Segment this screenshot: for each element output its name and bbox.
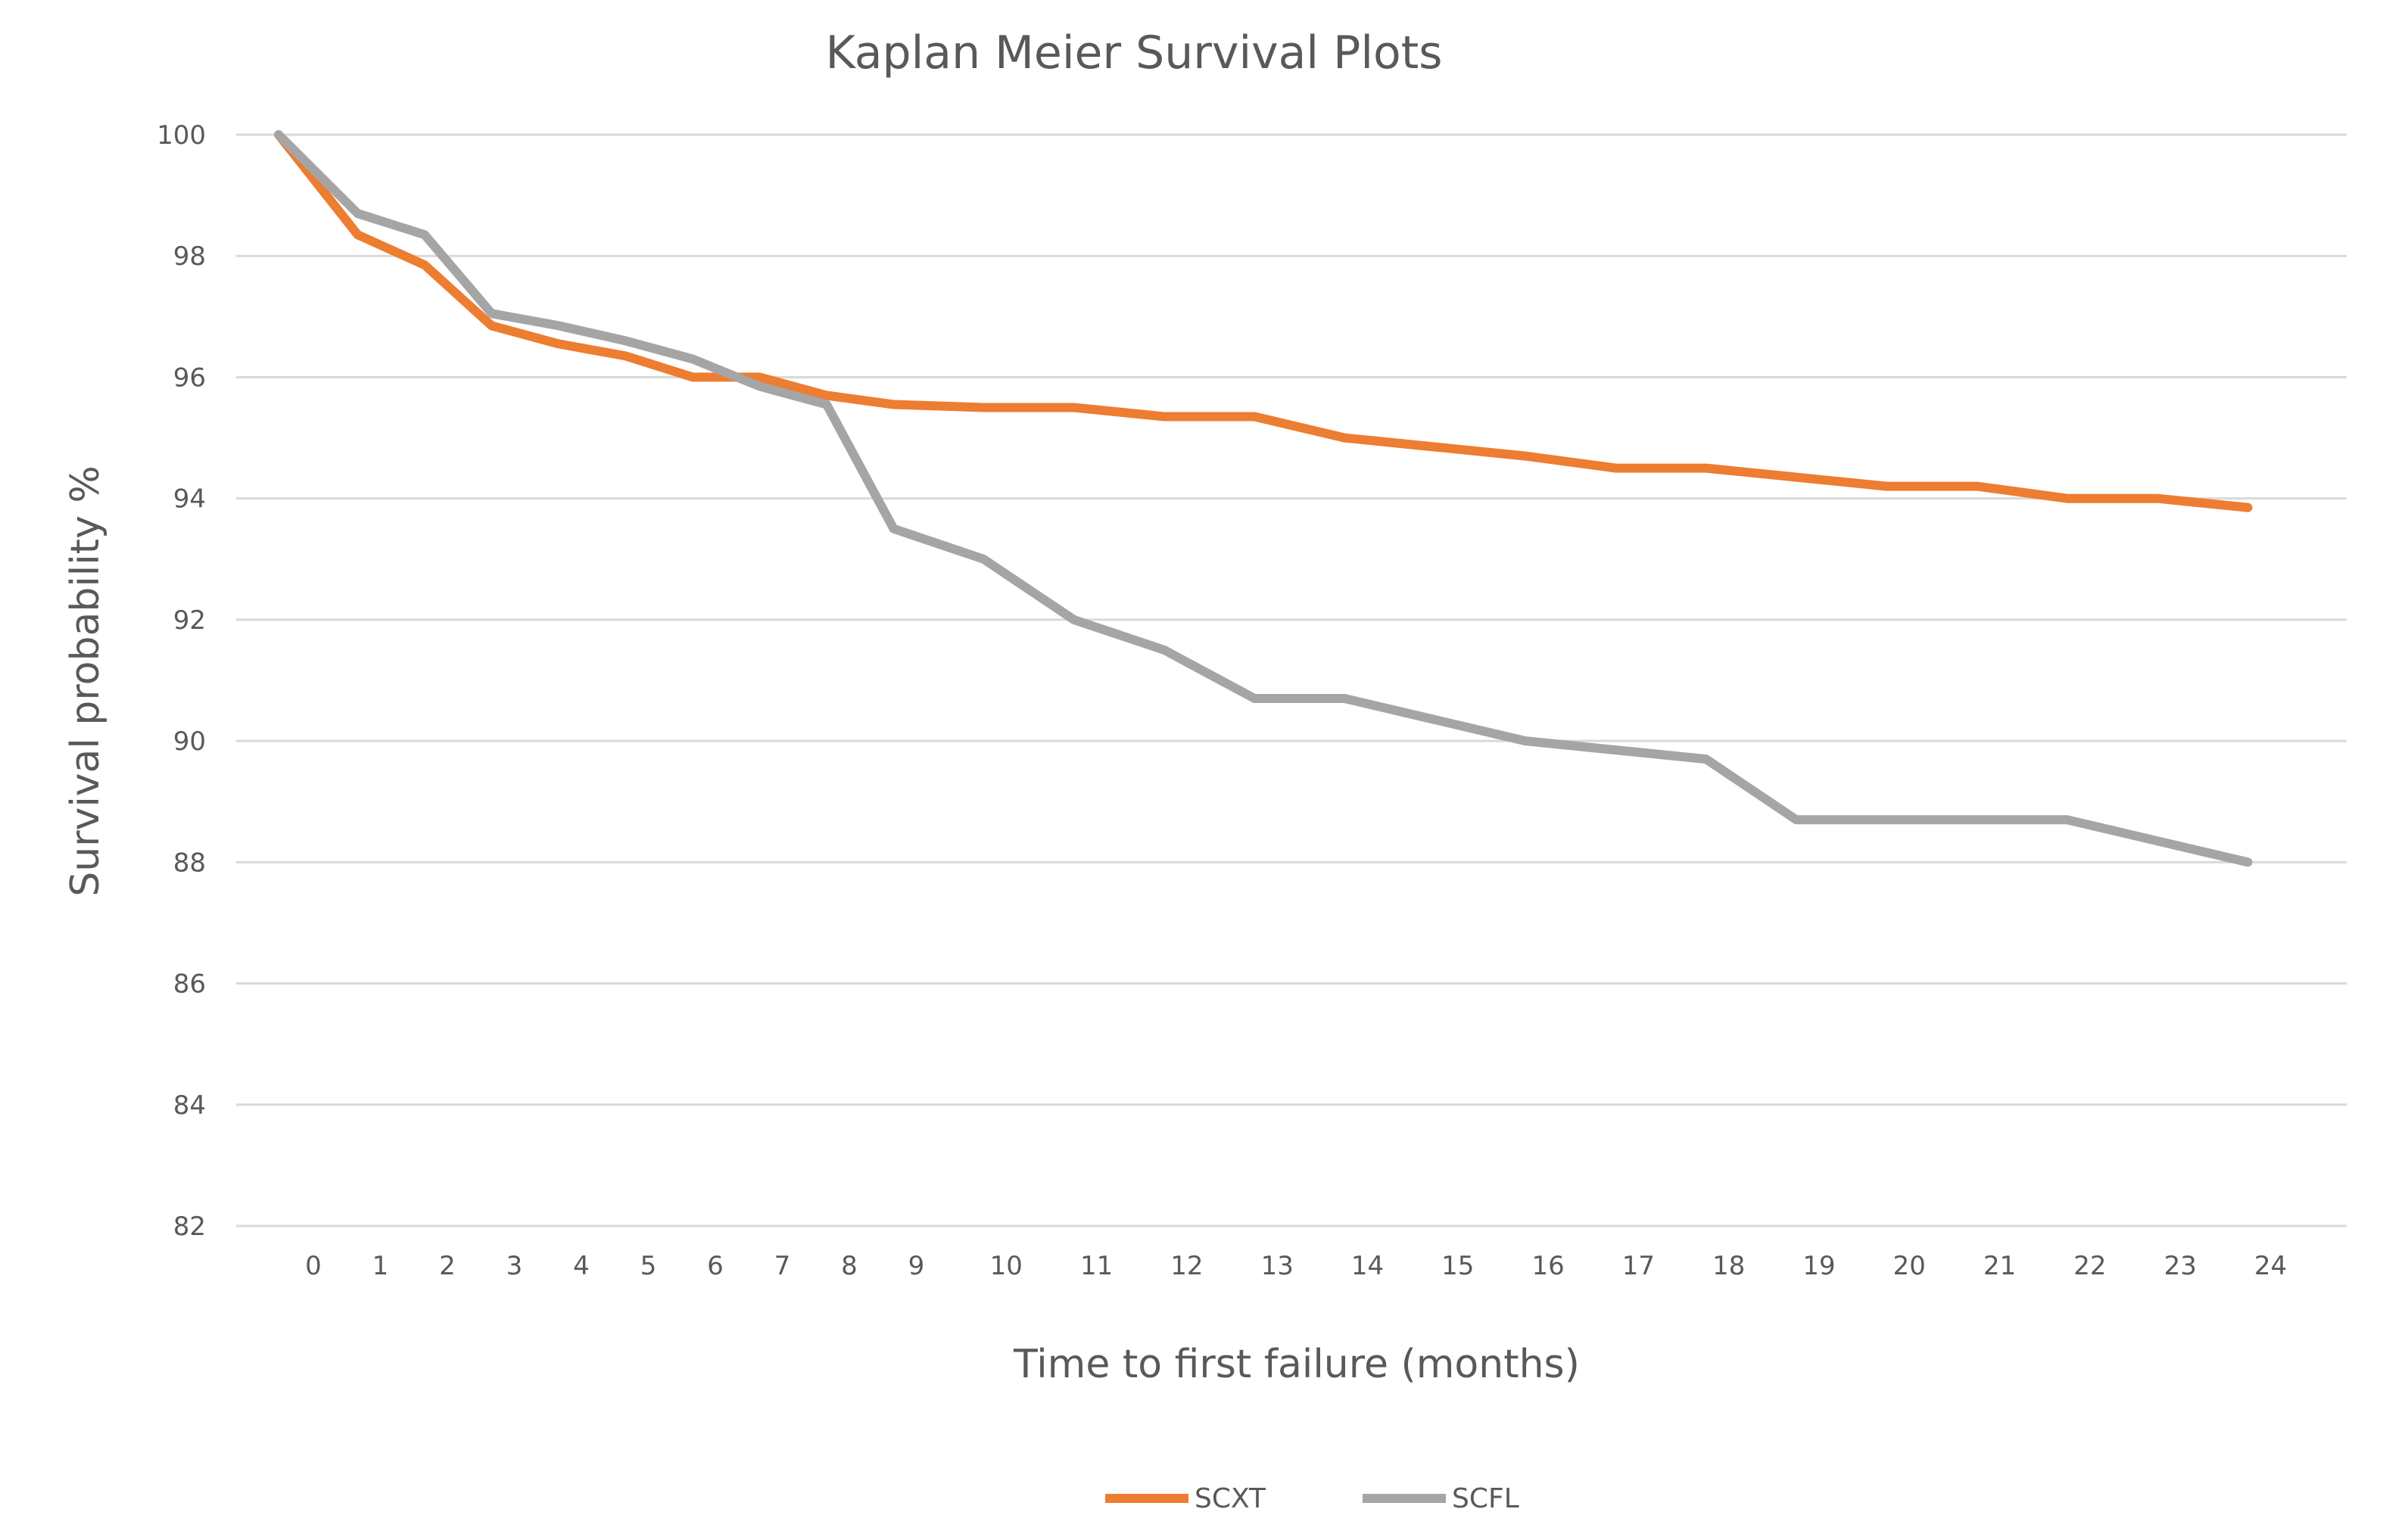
series-line-scxt xyxy=(274,130,2253,512)
y-tick-label: 90 xyxy=(173,726,206,757)
gridlines xyxy=(236,133,2347,1227)
x-tick-label: 6 xyxy=(707,1251,724,1281)
x-tick-label: 7 xyxy=(774,1251,791,1281)
y-tick-label: 88 xyxy=(173,848,206,878)
x-tick-label: 5 xyxy=(640,1251,657,1281)
x-tick-label: 21 xyxy=(1983,1251,2016,1281)
x-tick-label: 2 xyxy=(439,1251,456,1281)
y-tick-labels: 82 84 86 88 90 92 94 96 98 100 xyxy=(157,120,206,1242)
y-tick-label: 86 xyxy=(173,969,206,1000)
series-lines xyxy=(274,130,2253,867)
y-tick-label: 84 xyxy=(173,1090,206,1121)
y-tick-label: 100 xyxy=(157,120,206,151)
x-tick-label: 20 xyxy=(1893,1251,1926,1281)
x-tick-label: 14 xyxy=(1351,1251,1384,1281)
y-tick-label: 82 xyxy=(173,1212,206,1242)
y-tick-label: 92 xyxy=(173,605,206,636)
y-tick-label: 96 xyxy=(173,362,206,393)
x-tick-label: 16 xyxy=(1531,1251,1564,1281)
x-tick-label: 11 xyxy=(1080,1251,1113,1281)
x-tick-label: 3 xyxy=(506,1251,523,1281)
series-line-scfl xyxy=(274,130,2253,867)
legend: SCXT SCFL xyxy=(1105,1483,1519,1514)
x-tick-label: 24 xyxy=(2254,1251,2287,1281)
x-tick-label: 13 xyxy=(1261,1251,1294,1281)
x-tick-label: 12 xyxy=(1170,1251,1203,1281)
x-tick-label: 9 xyxy=(908,1251,925,1281)
x-tick-label: 19 xyxy=(1802,1251,1835,1281)
x-tick-label: 17 xyxy=(1622,1251,1655,1281)
y-tick-label: 94 xyxy=(173,484,206,515)
x-axis-title: Time to first failure (months) xyxy=(1013,1342,1580,1387)
x-tick-label: 10 xyxy=(990,1251,1023,1281)
x-tick-label: 8 xyxy=(841,1251,858,1281)
legend-label-scxt: SCXT xyxy=(1195,1483,1266,1514)
x-tick-labels: 0 1 2 3 4 5 6 7 8 9 10 11 12 13 14 15 16 17 18 19 20 21 22 23 24 xyxy=(305,1251,2287,1281)
legend-label-scfl: SCFL xyxy=(1452,1483,1519,1514)
x-tick-label: 4 xyxy=(573,1251,590,1281)
y-axis-title: Survival probability % xyxy=(63,465,108,897)
x-tick-label: 22 xyxy=(2073,1251,2106,1281)
x-tick-label: 1 xyxy=(372,1251,389,1281)
x-tick-label: 15 xyxy=(1441,1251,1474,1281)
x-tick-label: 23 xyxy=(2164,1251,2197,1281)
y-tick-label: 98 xyxy=(173,241,206,272)
x-tick-label: 18 xyxy=(1712,1251,1745,1281)
x-tick-label: 0 xyxy=(305,1251,322,1281)
chart-title: Kaplan Meier Survival Plots xyxy=(825,26,1442,79)
